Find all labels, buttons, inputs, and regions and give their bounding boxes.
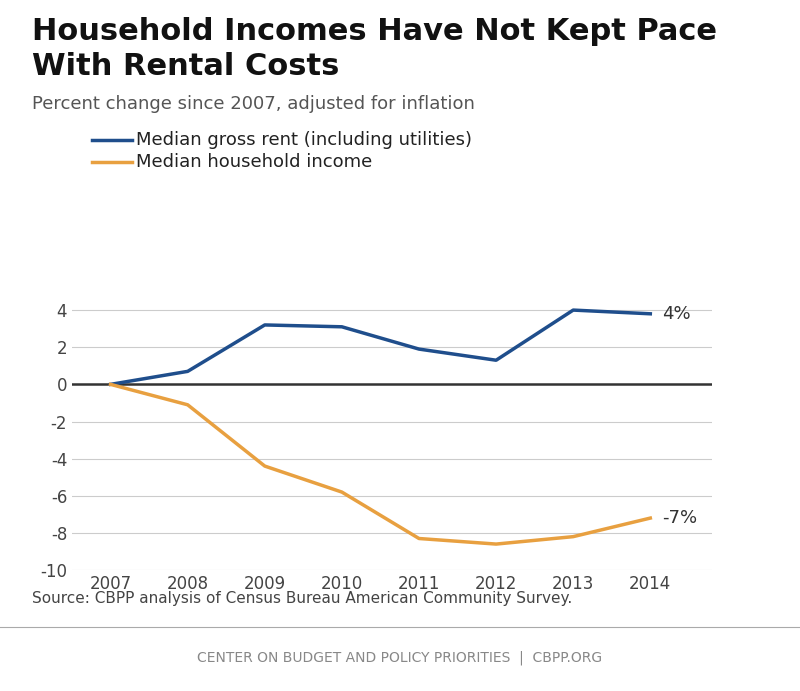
Text: Median household income: Median household income	[136, 153, 372, 171]
Text: Source: CBPP analysis of Census Bureau American Community Survey.: Source: CBPP analysis of Census Bureau A…	[32, 591, 572, 606]
Text: Household Incomes Have Not Kept Pace: Household Incomes Have Not Kept Pace	[32, 17, 717, 46]
Text: Median gross rent (including utilities): Median gross rent (including utilities)	[136, 131, 472, 149]
Text: With Rental Costs: With Rental Costs	[32, 52, 339, 81]
Text: Percent change since 2007, adjusted for inflation: Percent change since 2007, adjusted for …	[32, 95, 475, 113]
Text: 4%: 4%	[662, 305, 690, 323]
Text: CENTER ON BUDGET AND POLICY PRIORITIES  |  CBPP.ORG: CENTER ON BUDGET AND POLICY PRIORITIES |…	[198, 651, 602, 665]
Text: -7%: -7%	[662, 509, 697, 527]
